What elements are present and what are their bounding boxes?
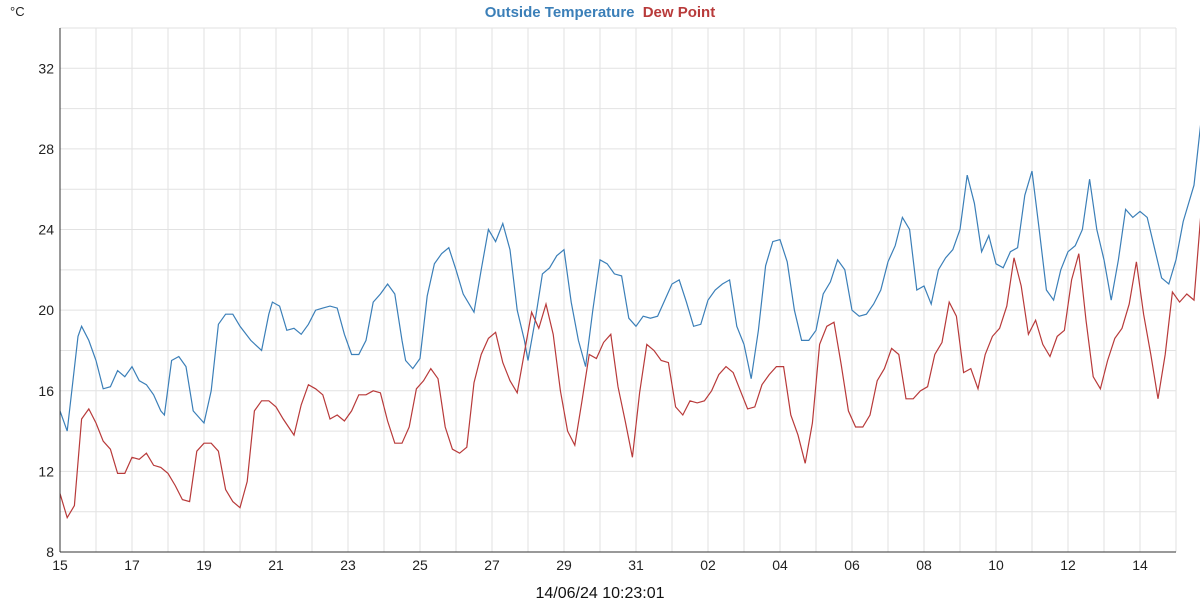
- x-tick-label: 31: [628, 557, 644, 573]
- x-tick-label: 21: [268, 557, 284, 573]
- series-line-dew-point: [59, 217, 1200, 520]
- x-tick-label: 19: [196, 557, 212, 573]
- footer-timestamp: 14/06/24 10:23:01: [535, 585, 664, 600]
- y-tick-label: 8: [46, 544, 54, 560]
- x-tick-label: 27: [484, 557, 500, 573]
- chart-axes: 8 12 16 20 24 28 32 15 17 19 21 23 25 27 29 31 02 04 06 08 1…: [38, 28, 1176, 573]
- chart-grid: [60, 27, 1177, 552]
- x-tick-label: 17: [124, 557, 140, 573]
- x-tick-label: 15: [52, 557, 68, 573]
- series-line-outside-temperature: [59, 124, 1200, 432]
- y-axis-unit: °C: [10, 4, 25, 19]
- title-outside-temperature: Outside Temperature: [485, 4, 635, 21]
- y-tick-label: 20: [38, 302, 54, 318]
- x-tick-label: 29: [556, 557, 572, 573]
- x-tick-label: 10: [988, 557, 1004, 573]
- x-tick-label: 25: [412, 557, 428, 573]
- y-tick-label: 32: [38, 60, 54, 76]
- y-tick-label: 24: [38, 222, 54, 238]
- x-tick-label: 23: [340, 557, 356, 573]
- y-tick-label: 28: [38, 141, 54, 157]
- x-tick-label: 14: [1132, 557, 1148, 573]
- x-tick-label: 08: [916, 557, 932, 573]
- x-tick-label: 02: [700, 557, 716, 573]
- x-tick-label: 12: [1060, 557, 1076, 573]
- y-tick-label: 16: [38, 383, 54, 399]
- title-dew-point: Dew Point: [643, 4, 716, 21]
- x-tick-label: 06: [844, 557, 860, 573]
- y-tick-label: 12: [38, 463, 54, 479]
- chart-series: [59, 124, 1200, 520]
- x-tick-label: 04: [772, 557, 788, 573]
- chart-title: Outside Temperature Dew Point: [485, 4, 715, 21]
